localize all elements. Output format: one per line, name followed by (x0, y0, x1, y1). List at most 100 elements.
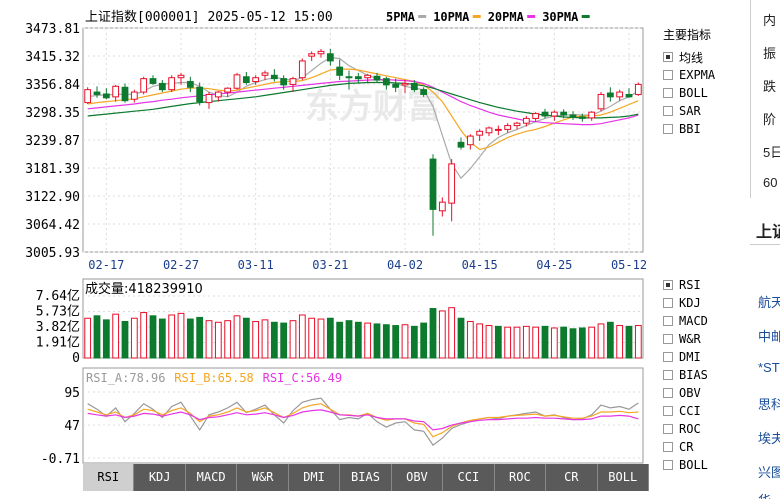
ma-legend-swatch (418, 15, 427, 18)
volume-bar (438, 310, 446, 359)
stock-link[interactable]: 航天 (758, 295, 780, 310)
sub-indicator-item-obv[interactable]: OBV (663, 384, 708, 402)
stock-link[interactable]: 兴图 (758, 465, 780, 480)
date-tick-label: 02-27 (163, 258, 199, 272)
tab-obv[interactable]: OBV (391, 464, 444, 491)
candle-body (336, 66, 344, 76)
volume-bar (242, 317, 250, 359)
volume-bar (625, 325, 633, 359)
candle-body (364, 74, 372, 79)
volume-bar (205, 320, 213, 359)
volume-bar (606, 321, 614, 359)
checkbox-icon[interactable] (663, 316, 673, 326)
rsi-tick-label: 95 (64, 386, 80, 401)
checkbox-icon[interactable] (663, 442, 673, 452)
checkbox-icon[interactable] (663, 406, 673, 416)
sub-indicator-item-cci[interactable]: CCI (663, 402, 708, 420)
checkbox-icon[interactable] (663, 424, 673, 434)
volume-bar (354, 321, 362, 359)
sub-indicator-item-rsi[interactable]: RSI (663, 276, 708, 294)
volume-bar (373, 323, 381, 359)
candle-body (280, 78, 288, 86)
checkbox-icon[interactable] (663, 70, 673, 80)
checkbox-icon[interactable] (663, 460, 673, 470)
checkbox-icon[interactable] (663, 52, 673, 62)
tab-kdj[interactable]: KDJ (134, 464, 186, 491)
volume-bar (336, 321, 344, 359)
tab-wr[interactable]: W&R (237, 464, 289, 491)
rsi-tick-label: -0.71 (41, 452, 80, 467)
main-indicator-list: 均线 EXPMA BOLL SAR BBI (663, 48, 715, 138)
checkbox-icon[interactable] (663, 298, 673, 308)
sub-indicator-item-bias[interactable]: BIAS (663, 366, 708, 384)
checkbox-icon[interactable] (663, 124, 673, 134)
tab-boll[interactable]: BOLL (597, 464, 649, 491)
sub-indicator-item-dmi[interactable]: DMI (663, 348, 708, 366)
tab-cr[interactable]: CR (546, 464, 598, 491)
candle-body (466, 135, 474, 146)
volume-bar (168, 314, 176, 359)
candle-body (317, 50, 325, 55)
sub-indicator-item-wr[interactable]: W&R (663, 330, 708, 348)
main-indicator-item-expma[interactable]: EXPMA (663, 66, 715, 84)
main-indicator-item-label: EXPMA (679, 68, 716, 82)
sub-indicator-item-label: BOLL (679, 458, 708, 472)
stock-link[interactable]: 埃夫 (758, 431, 780, 446)
tab-macd[interactable]: MACD (185, 464, 238, 491)
tab-cci[interactable]: CCI (443, 464, 495, 491)
checkbox-icon[interactable] (663, 352, 673, 362)
sub-indicator-item-kdj[interactable]: KDJ (663, 294, 708, 312)
stock-link[interactable]: 华 (758, 490, 771, 499)
candle-body (634, 83, 642, 95)
volume-bar (186, 318, 194, 359)
tab-roc[interactable]: ROC (494, 464, 547, 491)
volume-bar (121, 320, 129, 359)
tab-bias[interactable]: BIAS (340, 464, 392, 491)
candle-body (84, 89, 92, 104)
tab-rsi[interactable]: RSI (83, 464, 135, 491)
checkbox-icon[interactable] (663, 88, 673, 98)
volume-bar (392, 325, 400, 359)
candle-body (186, 81, 194, 88)
candle-body (569, 114, 577, 118)
volume-title: 成交量:418239910 (85, 281, 203, 297)
tab-dmi[interactable]: DMI (288, 464, 341, 491)
ma-legend-label: 5PMA (386, 10, 416, 24)
volume-bar (149, 315, 157, 359)
main-indicator-item-sar[interactable]: SAR (663, 102, 715, 120)
candle-body (588, 111, 596, 119)
stock-link[interactable]: 思科 (758, 397, 780, 412)
sub-indicator-item-boll[interactable]: BOLL (663, 456, 708, 474)
candle-body (606, 92, 614, 98)
volume-tick-label: 3.82亿 (36, 320, 80, 335)
candle-body (345, 76, 353, 79)
volume-bar (308, 317, 316, 359)
checkbox-icon[interactable] (663, 280, 673, 290)
ma-legend-label: 10PMA (433, 10, 470, 24)
ma-line-5pma (87, 56, 639, 180)
sub-indicator-item-roc[interactable]: ROC (663, 420, 708, 438)
price-tick-label: 3298.35 (25, 106, 80, 121)
main-indicator-item-bbi[interactable]: BBI (663, 120, 715, 138)
price-tick-label: 3239.87 (25, 134, 80, 149)
sub-indicator-item-label: DMI (679, 350, 701, 364)
price-tick-label: 3473.81 (25, 22, 80, 37)
main-indicator-item-boll[interactable]: BOLL (663, 84, 715, 102)
main-indicator-item-[interactable]: 均线 (663, 48, 715, 66)
stock-link[interactable]: *ST (758, 360, 780, 375)
sub-indicator-item-macd[interactable]: MACD (663, 312, 708, 330)
volume-bar (224, 320, 232, 359)
volume-bar (560, 326, 568, 359)
checkbox-icon[interactable] (663, 370, 673, 380)
stock-link[interactable]: 中邮 (758, 329, 780, 344)
volume-bar (345, 320, 353, 359)
checkbox-icon[interactable] (663, 334, 673, 344)
candle-body (504, 125, 512, 130)
volume-bar (410, 325, 418, 359)
checkbox-icon[interactable] (663, 106, 673, 116)
candle-body (522, 117, 530, 124)
sub-indicator-item-cr[interactable]: CR (663, 438, 708, 456)
sub-indicator-item-label: CR (679, 440, 694, 454)
checkbox-icon[interactable] (663, 388, 673, 398)
volume-bar (112, 313, 120, 359)
